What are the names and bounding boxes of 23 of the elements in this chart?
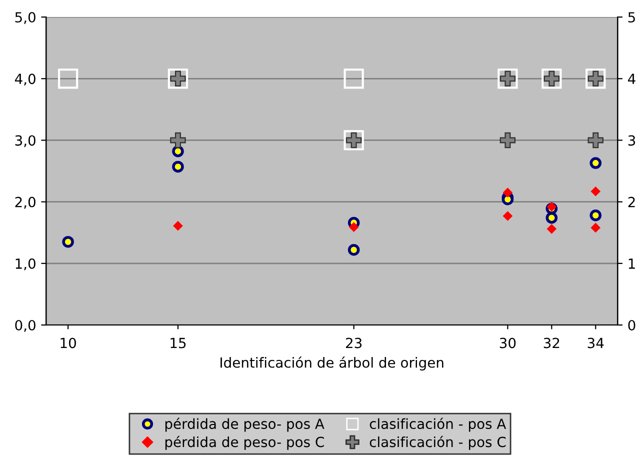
y2-tick-label: 2	[628, 196, 635, 208]
y-tick-label: 5,0	[15, 12, 36, 24]
x-axis-title: Identificación de árbol de origen	[220, 356, 444, 370]
y-tick-label: 1,0	[16, 258, 36, 270]
x-tick-label: 23	[346, 338, 362, 348]
y-tick-label: 4,0	[14, 74, 36, 86]
y-tick-label: 2,0	[15, 196, 36, 209]
legend-label: pérdida de peso- pos C	[165, 436, 324, 450]
legend-label: pérdida de peso- pos A	[165, 418, 324, 432]
x-tick-label: 34	[588, 338, 604, 348]
legend-label: clasificación - pos C	[370, 436, 506, 450]
y-tick-label: 3,0	[15, 135, 36, 148]
legend-label: clasificación - pos A	[370, 418, 506, 432]
y2-tick-label: 4	[628, 74, 636, 84]
y2-tick-label: 0	[628, 320, 636, 330]
y-tick-label: 0,0	[15, 320, 36, 332]
x-tick-label: 10	[60, 338, 76, 348]
y2-tick-label: 5	[628, 12, 635, 23]
x-tick-label: 30	[500, 338, 516, 348]
y2-tick-label: 1	[628, 258, 635, 269]
y2-tick-label: 3	[628, 135, 636, 146]
x-tick-label: 15	[170, 338, 186, 348]
x-tick-label: 32	[544, 338, 560, 348]
